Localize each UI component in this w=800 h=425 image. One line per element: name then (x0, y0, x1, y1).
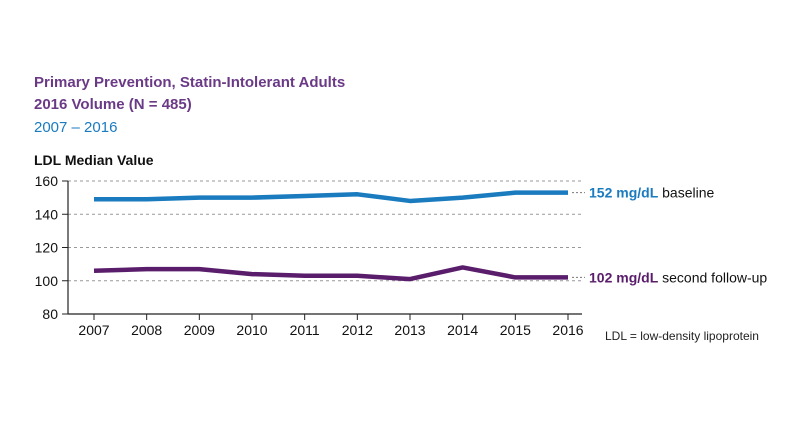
x-tick-label: 2015 (500, 322, 531, 338)
end-label-value: 102 mg/dL (589, 269, 659, 285)
axes (62, 180, 582, 320)
x-tick-label: 2012 (342, 322, 373, 338)
x-tick-label: 2009 (184, 322, 215, 338)
end-label-baseline: 152 mg/dL baseline (589, 185, 715, 201)
y-tick-label: 120 (35, 240, 59, 256)
x-tick-label: 2010 (236, 322, 267, 338)
end-label-series-name: second follow-up (658, 269, 767, 285)
y-tick-label: 160 (35, 173, 59, 189)
x-tick-label: 2016 (552, 322, 583, 338)
x-tick-labels: 2007 2008 2009 2010 2011 2012 2013 2014 2015 2016 (78, 322, 583, 338)
chart-title-line-2: 2016 Volume (N = 485) (34, 96, 192, 113)
footnote: LDL = low-density lipoprotein (605, 329, 759, 343)
end-label-value: 152 mg/dL (589, 185, 659, 201)
series-end-labels: 152 mg/dL baseline 102 mg/dL second follo… (572, 185, 767, 285)
x-tick-label: 2008 (131, 322, 162, 338)
y-tick-label: 80 (42, 306, 58, 322)
chart-subtitle: 2007 – 2016 (34, 119, 118, 136)
series-line-baseline (94, 190, 568, 204)
series-line-second-follow-up (93, 265, 568, 282)
x-tick-label: 2007 (78, 322, 109, 338)
gridlines (68, 180, 582, 282)
end-label-second-follow-up: 102 mg/dL second follow-up (589, 269, 767, 285)
x-tick-label: 2014 (447, 322, 478, 338)
chart-title-line-1: Primary Prevention, Statin-Intolerant Ad… (34, 74, 346, 91)
y-tick-labels: 80 100 120 140 160 (35, 173, 59, 322)
end-label-series-name: baseline (658, 185, 714, 201)
x-tick-label: 2011 (290, 322, 320, 338)
y-axis-label: LDL Median Value (34, 152, 154, 168)
x-tick-label: 2013 (394, 322, 425, 338)
y-tick-label: 100 (35, 273, 59, 289)
y-tick-label: 140 (35, 206, 59, 222)
series-lines (93, 190, 568, 282)
